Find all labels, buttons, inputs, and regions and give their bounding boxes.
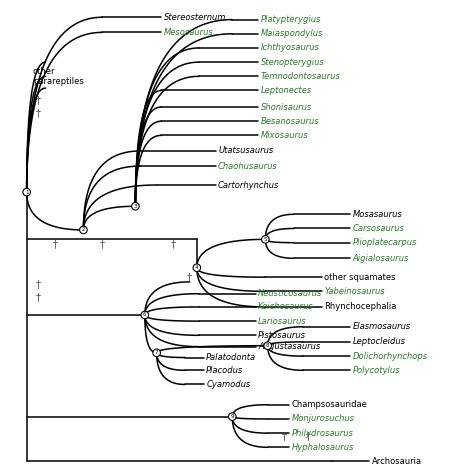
Text: 7: 7	[155, 350, 158, 356]
Text: Stereosternum: Stereosternum	[164, 13, 226, 22]
Text: Mixosaurus: Mixosaurus	[261, 131, 308, 140]
Text: Temnodontosaurus: Temnodontosaurus	[261, 72, 340, 81]
Text: †: †	[187, 272, 192, 282]
Circle shape	[132, 202, 139, 210]
Text: 5: 5	[264, 237, 267, 242]
Text: Archosauria: Archosauria	[372, 457, 422, 466]
Circle shape	[153, 349, 160, 356]
Text: other squamates: other squamates	[324, 273, 396, 282]
Text: Shonisaurus: Shonisaurus	[261, 102, 312, 111]
Text: Mosasaurus: Mosasaurus	[353, 210, 402, 219]
Text: Cyamodus: Cyamodus	[206, 380, 251, 389]
Circle shape	[193, 264, 201, 272]
Text: †: †	[53, 239, 58, 249]
Circle shape	[23, 188, 30, 196]
Text: †: †	[36, 279, 41, 289]
Text: 4: 4	[195, 265, 199, 270]
Text: Palatodonta: Palatodonta	[206, 353, 256, 362]
Text: Yabeinosaurus: Yabeinosaurus	[324, 287, 385, 296]
Text: †: †	[100, 239, 105, 249]
Circle shape	[141, 311, 149, 319]
Text: Platypterygius: Platypterygius	[261, 15, 321, 24]
Text: Pistosaurus: Pistosaurus	[258, 331, 306, 340]
Text: Philydrosaurus: Philydrosaurus	[292, 428, 353, 438]
Text: Dolichorhynchops: Dolichorhynchops	[353, 352, 428, 361]
Text: Elasmosaurus: Elasmosaurus	[353, 322, 411, 331]
Circle shape	[262, 236, 269, 243]
Text: Plioplatecarpus: Plioplatecarpus	[353, 238, 417, 247]
Text: 6: 6	[143, 312, 146, 318]
Circle shape	[264, 342, 272, 349]
Text: Lariosaurus: Lariosaurus	[258, 317, 307, 326]
Circle shape	[80, 226, 87, 234]
Text: †: †	[282, 431, 287, 441]
Circle shape	[228, 413, 236, 420]
Text: 3: 3	[134, 204, 137, 209]
Text: Leptonectes: Leptonectes	[261, 86, 312, 95]
Text: Neusticosaurus: Neusticosaurus	[258, 289, 322, 298]
Text: Leptocleidus: Leptocleidus	[353, 337, 406, 346]
Text: Maiaspondylus: Maiaspondylus	[261, 29, 323, 38]
Text: †: †	[36, 95, 41, 105]
Text: Rhynchocephalia: Rhynchocephalia	[324, 302, 397, 311]
Text: †: †	[36, 108, 41, 118]
Text: †: †	[305, 431, 310, 441]
Text: Augustasaurus: Augustasaurus	[258, 342, 320, 351]
Text: Placodus: Placodus	[206, 366, 244, 375]
Text: Cartorhynchus: Cartorhynchus	[218, 181, 280, 190]
Text: Stenopterygius: Stenopterygius	[261, 58, 324, 67]
Text: Monjurosuchus: Monjurosuchus	[292, 414, 355, 423]
Text: 8: 8	[266, 343, 270, 348]
Text: 2: 2	[82, 228, 85, 232]
Text: Aigialosaurus: Aigialosaurus	[353, 254, 409, 263]
Text: Hyphalosaurus: Hyphalosaurus	[292, 443, 354, 452]
Text: Besanosaurus: Besanosaurus	[261, 117, 319, 126]
Text: other
parareptiles: other parareptiles	[33, 67, 83, 86]
Text: †: †	[171, 239, 176, 249]
Text: 1: 1	[25, 190, 28, 195]
Text: †: †	[36, 292, 41, 302]
Text: 9: 9	[230, 414, 234, 419]
Text: Chaohusaurus: Chaohusaurus	[218, 162, 278, 171]
Text: Utatsusaurus: Utatsusaurus	[218, 146, 273, 155]
Text: Keichosaurus: Keichosaurus	[258, 302, 314, 311]
Text: Champsosauridae: Champsosauridae	[292, 400, 367, 409]
Text: Mesosaurus: Mesosaurus	[164, 28, 213, 37]
Text: Polycotylus: Polycotylus	[353, 366, 400, 375]
Text: Carsosaurus: Carsosaurus	[353, 224, 405, 233]
Text: Ichthyosaurus: Ichthyosaurus	[261, 44, 319, 53]
